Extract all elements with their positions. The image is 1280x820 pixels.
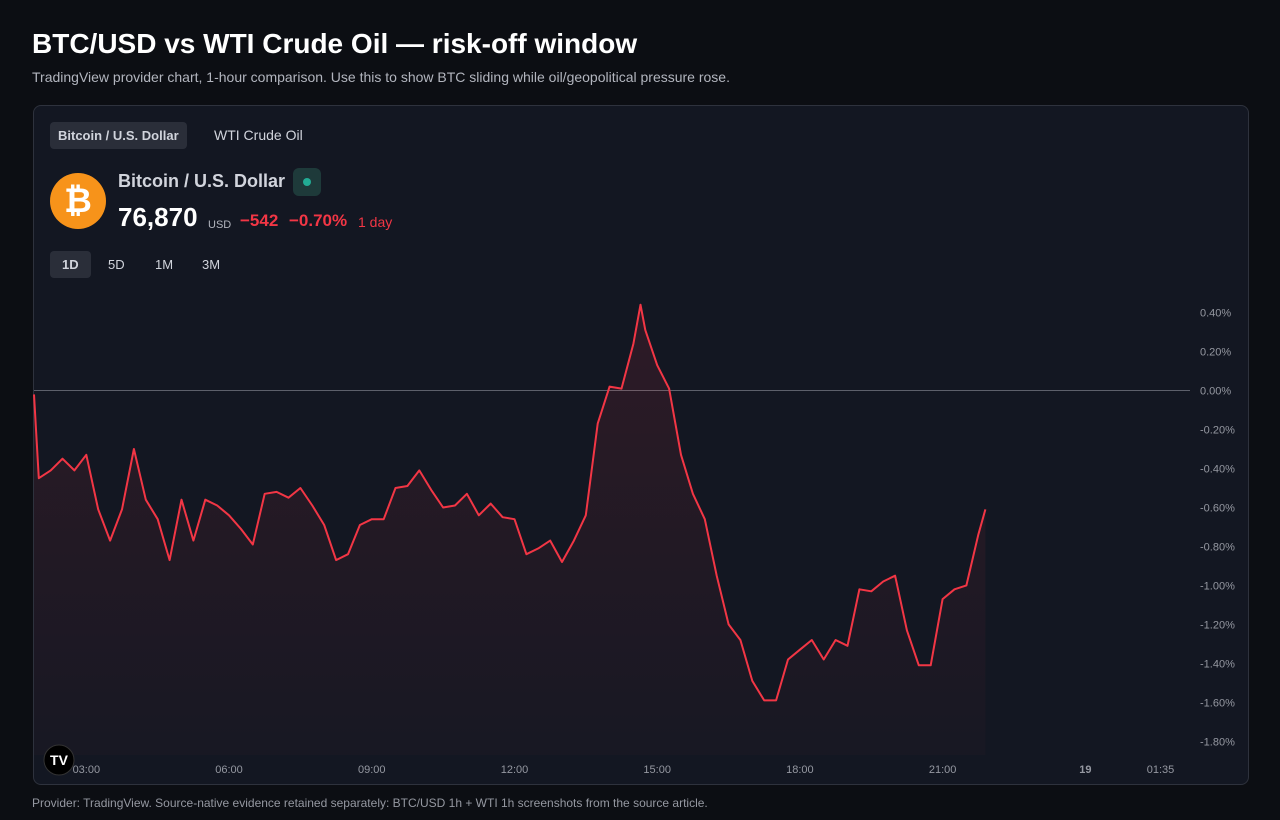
tv-logo-mark: TV <box>50 752 69 768</box>
page-title: BTC/USD vs WTI Crude Oil — risk-off wind… <box>32 28 638 59</box>
line-area <box>34 304 986 755</box>
y-tick-label: -0.80% <box>1200 541 1235 553</box>
x-tick-label: 21:00 <box>929 764 957 776</box>
y-tick-label: -0.20% <box>1200 424 1235 436</box>
tab[interactable]: WTI Crude Oil <box>214 127 303 143</box>
x-tick-label: 03:00 <box>73 764 101 776</box>
page-subtitle: TradingView provider chart, 1-hour compa… <box>32 69 730 85</box>
currency: USD <box>208 219 232 231</box>
y-tick-label: -1.80% <box>1200 736 1235 748</box>
range-button[interactable]: 3M <box>202 257 221 272</box>
period: 1 day <box>358 214 393 230</box>
change: −542 <box>240 211 279 230</box>
x-tick-label: 15:00 <box>643 764 671 776</box>
range-button[interactable]: 1D <box>50 251 91 278</box>
x-tick-label: 18:00 <box>786 764 814 776</box>
y-tick-label: -1.60% <box>1200 697 1235 709</box>
x-tick-label: 09:00 <box>358 764 386 776</box>
range-button[interactable]: 1M <box>155 257 174 272</box>
y-tick-label: -0.60% <box>1200 502 1235 514</box>
footer: Provider: TradingView. Source-native evi… <box>32 796 708 810</box>
x-tick-label: 06:00 <box>215 764 243 776</box>
symbol-name: Bitcoin / U.S. Dollar <box>118 171 286 191</box>
x-tick-label: 19 <box>1079 764 1091 776</box>
tab[interactable]: Bitcoin / U.S. Dollar <box>50 122 187 149</box>
change-pct: −0.70% <box>289 211 348 230</box>
price: 76,870 <box>118 202 198 232</box>
tv-logo <box>43 744 75 776</box>
btc-logo: ₿ <box>50 173 106 229</box>
y-tick-label: -1.40% <box>1200 658 1235 670</box>
y-tick-label: -1.00% <box>1200 580 1235 592</box>
x-tick-label: 12:00 <box>501 764 529 776</box>
line <box>33 303 987 702</box>
live-badge <box>293 168 321 196</box>
y-tick-label: 0.40% <box>1200 308 1231 320</box>
range-button[interactable]: 5D <box>108 257 125 272</box>
y-tick-label: -0.40% <box>1200 463 1235 475</box>
y-tick-label: 0.00% <box>1200 386 1231 398</box>
y-tick-label: -1.20% <box>1200 619 1235 631</box>
x-tick-label: 01:35 <box>1147 764 1175 776</box>
y-tick-label: 0.20% <box>1200 347 1231 359</box>
